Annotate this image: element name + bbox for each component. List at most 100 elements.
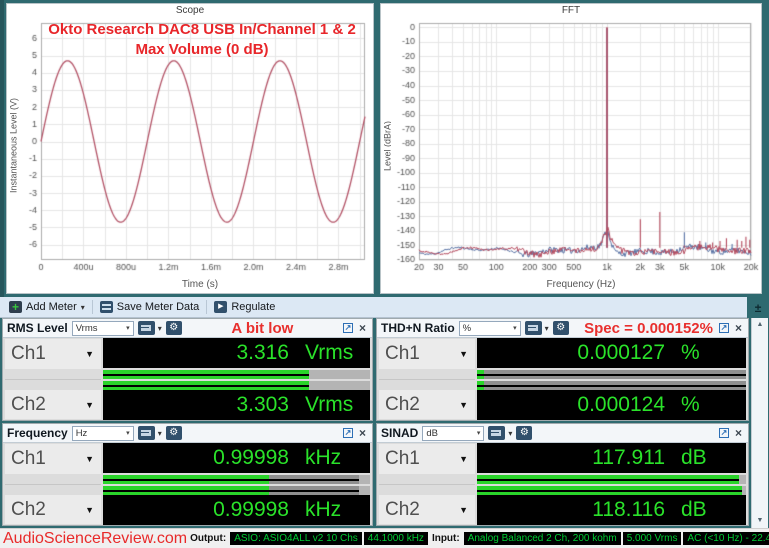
popout-icon[interactable]: ↗ <box>718 323 729 333</box>
meter-display-caret-icon[interactable]: ▾ <box>544 323 549 333</box>
fft-x-axis-label: Frequency (Hz) <box>546 279 616 290</box>
close-icon[interactable]: × <box>358 321 366 335</box>
add-meter-icon: + <box>9 301 22 313</box>
channel-2-readout: 3.303 Vrms <box>103 390 370 420</box>
gear-icon[interactable]: ⚙ <box>165 321 182 335</box>
panel-header: SINAD dB ▾ ▾ ⚙ ↗ × <box>377 424 748 443</box>
close-icon[interactable]: × <box>734 321 742 335</box>
panel-body: Ch1 ▼ Ch2 ▼ 0.000127 % <box>377 338 748 420</box>
panel-header: RMS Level Vrms ▾ ▾ ⚙ A bit low ↗ × <box>3 319 372 338</box>
scroll-down-icon[interactable]: ▼ <box>756 517 764 524</box>
label-divider <box>379 484 475 485</box>
panel-header: Frequency Hz ▾ ▾ ⚙ ↗ × <box>3 424 372 443</box>
channel-2-selector[interactable]: Ch2 ▼ <box>5 390 101 419</box>
channel-1-readout: 0.000127 % <box>477 338 746 368</box>
channel-2-selector[interactable]: Ch2 ▼ <box>5 495 101 524</box>
panel-annotation: A bit low <box>231 319 294 337</box>
channel-caret-icon: ▼ <box>85 504 94 515</box>
channel-1-level-bar <box>477 370 746 379</box>
regulate-label: Regulate <box>231 301 276 313</box>
toolbar-separator <box>91 300 93 314</box>
panel-body: Ch1 ▼ Ch2 ▼ 117.911 dB <box>377 443 748 525</box>
channel-caret-icon: ▼ <box>459 399 468 410</box>
popout-icon[interactable]: ↗ <box>342 428 353 438</box>
fft-plot-canvas <box>391 17 759 277</box>
output-device-chip[interactable]: ASIO: ASIO4ALL v2 10 Chs <box>230 532 362 545</box>
unit-selector-caret-icon: ▾ <box>476 430 481 437</box>
unit-selector-caret-icon: ▾ <box>126 430 130 437</box>
meter-display-caret-icon[interactable]: ▾ <box>157 428 162 438</box>
status-bar: AudioScienceReview.com Output: ASIO: ASI… <box>0 528 769 548</box>
meter-display-style-button[interactable] <box>524 321 542 335</box>
save-meter-data-icon <box>99 301 113 313</box>
channel-2-selector[interactable]: Ch2 ▼ <box>379 495 475 524</box>
channel-caret-icon: ▼ <box>459 454 468 464</box>
gear-icon[interactable]: ⚙ <box>552 321 569 335</box>
auto-hide-pin-icon[interactable]: ± <box>754 300 762 315</box>
channel-1-readout: 3.316 Vrms <box>103 338 370 368</box>
panel-title: THD+N Ratio <box>381 321 455 335</box>
scope-plot-panel: Scope Instantaneous Level (V) Okto Resea… <box>6 3 374 294</box>
watermark-brand: AudioScienceReview.com <box>3 529 188 547</box>
add-meter-button[interactable]: + Add Meter ▾ <box>3 298 91 316</box>
panel-header: THD+N Ratio % ▾ ▾ ⚙ Spec = 0.000152% ↗ × <box>377 319 748 338</box>
channel-caret-icon: ▼ <box>85 454 94 464</box>
panel-title: SINAD <box>381 426 419 440</box>
auto-hide-pin-area: ± <box>747 297 769 318</box>
label-divider <box>379 379 475 380</box>
channel-2-selector[interactable]: Ch2 ▼ <box>379 390 475 419</box>
channel-1-selector[interactable]: Ch1 ▼ <box>379 444 475 474</box>
meters-grid: RMS Level Vrms ▾ ▾ ⚙ A bit low ↗ × Ch1 ▼ <box>0 318 751 528</box>
input-filter-chip[interactable]: AC (<10 Hz) - 22.4 kHz <box>683 532 769 545</box>
unit-selector[interactable]: Hz ▾ <box>71 425 134 441</box>
scope-title: Scope <box>175 5 205 16</box>
close-icon[interactable]: × <box>358 426 366 440</box>
panel-title: Frequency <box>7 426 68 440</box>
gear-icon[interactable]: ⚙ <box>165 426 182 440</box>
unit-selector[interactable]: Vrms ▾ <box>71 320 134 336</box>
unit-selector[interactable]: % ▾ <box>458 320 521 336</box>
channel-1-selector[interactable]: Ch1 ▼ <box>5 444 101 474</box>
regulate-button[interactable]: ▶ Regulate <box>208 298 281 316</box>
channel-1-level-bar <box>103 370 370 379</box>
label-divider <box>5 484 101 485</box>
save-meter-data-button[interactable]: Save Meter Data <box>94 298 206 316</box>
unit-selector-caret-icon: ▾ <box>513 325 517 332</box>
label-divider <box>5 379 101 380</box>
vertical-scrollbar[interactable]: ▲ ▼ <box>751 318 768 528</box>
close-icon[interactable]: × <box>734 426 742 440</box>
frequency-panel: Frequency Hz ▾ ▾ ⚙ ↗ × Ch1 ▼ Ch2 <box>2 423 373 526</box>
input-label: Input: <box>431 533 460 544</box>
meter-display-style-button[interactable] <box>137 321 155 335</box>
scope-y-axis-label: Instantaneous Level (V) <box>8 97 19 194</box>
scroll-up-icon[interactable]: ▲ <box>756 321 764 328</box>
input-range-chip[interactable]: 5.000 Vrms <box>622 532 682 545</box>
unit-selector-caret-icon: ▾ <box>126 325 130 332</box>
meter-display-style-button[interactable] <box>137 426 155 440</box>
panel-annotation: Spec = 0.000152% <box>584 319 713 337</box>
meter-display-caret-icon[interactable]: ▾ <box>508 428 513 438</box>
fft-plot-panel: FFT Level (dBrA) Frequency (Hz) <box>380 3 762 294</box>
unit-selector[interactable]: dB ▾ <box>422 425 485 441</box>
panel-body: Ch1 ▼ Ch2 ▼ 3.316 Vrms <box>3 338 372 420</box>
channel-caret-icon: ▼ <box>459 349 468 359</box>
channel-1-selector[interactable]: Ch1 ▼ <box>379 339 475 369</box>
popout-icon[interactable]: ↗ <box>718 428 729 438</box>
popout-icon[interactable]: ↗ <box>342 323 353 333</box>
meter-display-style-button[interactable] <box>488 426 506 440</box>
output-label: Output: <box>190 533 227 544</box>
channel-2-readout: 0.000124 % <box>477 390 746 420</box>
scope-x-axis-label: Time (s) <box>181 279 219 290</box>
toolbar-separator <box>206 300 208 314</box>
channel-caret-icon: ▼ <box>85 349 94 359</box>
gear-icon[interactable]: ⚙ <box>516 426 533 440</box>
add-meter-dropdown-caret-icon[interactable]: ▾ <box>80 302 85 312</box>
output-samplerate-chip[interactable]: 44.1000 kHz <box>363 532 428 545</box>
meter-display-caret-icon[interactable]: ▾ <box>157 323 162 333</box>
channel-1-selector[interactable]: Ch1 ▼ <box>5 339 101 369</box>
input-config-chip[interactable]: Analog Balanced 2 Ch, 200 kohm <box>463 532 621 545</box>
add-meter-label: Add Meter <box>26 301 77 313</box>
plots-area: Scope Instantaneous Level (V) Okto Resea… <box>0 0 762 297</box>
channel-2-level-bar <box>477 381 746 390</box>
